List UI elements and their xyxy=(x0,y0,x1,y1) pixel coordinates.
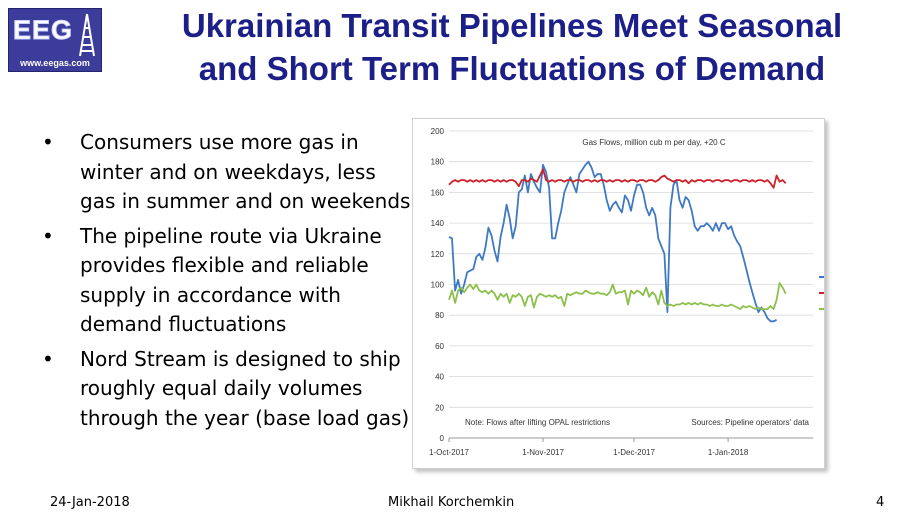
chart-note: Note: Flows after lifting OPAL restricti… xyxy=(465,418,610,427)
y-tick-label: 160 xyxy=(431,188,445,197)
y-tick-label: 120 xyxy=(431,250,445,259)
slide-title: Ukrainian Transit Pipelines Meet Seasona… xyxy=(108,4,916,90)
footer-author: Mikhail Korchemkin xyxy=(388,495,515,510)
series-line xyxy=(448,160,778,323)
y-tick-label: 0 xyxy=(440,434,445,443)
title-line-1: Ukrainian Transit Pipelines Meet Seasona… xyxy=(181,7,843,44)
chart-source: Sources: Pipeline operators' data xyxy=(691,418,809,427)
x-tick-label: 1-Oct-2017 xyxy=(429,448,470,457)
chart-title: Gas Flows, million cub m per day, +20 C xyxy=(582,138,725,147)
bullet-text: Consumers use more gas in winter and on … xyxy=(80,130,411,213)
x-tick-label: 1-Jan-2018 xyxy=(708,448,749,457)
series-line xyxy=(448,282,787,310)
x-tick-label: 1-Dec-2017 xyxy=(613,448,655,457)
bullet-dot-icon: • xyxy=(42,130,54,154)
y-tick-label: 20 xyxy=(435,403,444,412)
series-line xyxy=(448,168,787,189)
bullet-item: • The pipeline route via Ukraine provides… xyxy=(42,222,414,340)
y-tick-label: 200 xyxy=(431,127,445,136)
y-tick-label: 100 xyxy=(431,281,445,290)
footer-date: 24-Jan-2018 xyxy=(50,495,130,510)
eegas-logo: EEG www.eegas.com xyxy=(8,8,102,72)
y-tick-label: 140 xyxy=(431,219,445,228)
bullet-item: • Nord Stream is designed to ship roughly… xyxy=(42,345,414,434)
y-tick-label: 180 xyxy=(431,158,445,167)
y-tick-label: 60 xyxy=(435,342,444,351)
bullet-item: • Consumers use more gas in winter and on… xyxy=(42,128,414,217)
x-tick-label: 1-Nov-2017 xyxy=(522,448,564,457)
logo-letters: EEG xyxy=(12,15,74,46)
footer-page-number: 4 xyxy=(876,495,885,510)
bullet-list: • Consumers use more gas in winter and on… xyxy=(42,128,414,438)
bullet-text: The pipeline route via Ukraine provides … xyxy=(80,223,382,337)
chart-svg: 0 20 40 60 80 100 120 140 160 180 200 1-Oct-2017 1-N… xyxy=(429,127,824,457)
oil-derrick-icon xyxy=(79,13,95,57)
gas-flows-chart: 0 20 40 60 80 100 120 140 160 180 200 1-Oct-2017 1-N… xyxy=(412,118,825,469)
y-tick-label: 40 xyxy=(435,373,444,382)
y-tick-label: 80 xyxy=(435,311,444,320)
bullet-dot-icon: • xyxy=(42,346,54,371)
bullet-text: Nord Stream is designed to ship roughly … xyxy=(80,346,410,430)
bullet-dot-icon: • xyxy=(42,223,54,248)
title-line-2: and Short Term Fluctuations of Demand xyxy=(198,50,826,87)
logo-url: www.eegas.com xyxy=(20,58,90,68)
